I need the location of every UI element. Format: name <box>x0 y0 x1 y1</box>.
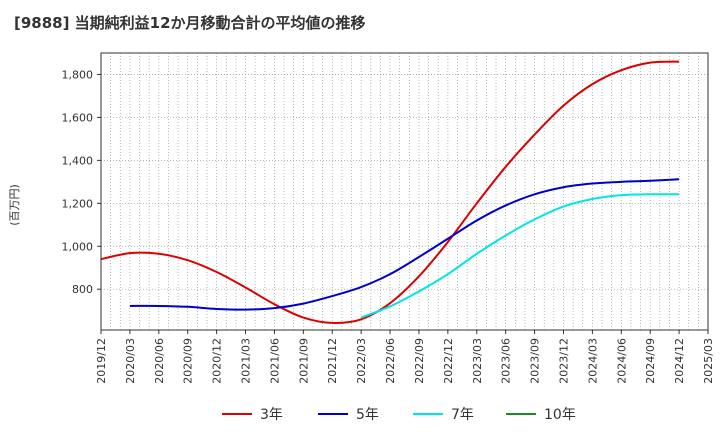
x-tick-label: 2021/03 <box>240 338 253 384</box>
series-line-5年 <box>129 178 680 311</box>
legend-label: 5年 <box>356 407 379 423</box>
grid <box>101 53 708 330</box>
series-line-7年 <box>360 193 680 319</box>
y-tick-label: 800 <box>72 283 93 296</box>
plot-frame <box>100 52 709 331</box>
legend: 3年 5年 7年 10年 <box>222 407 576 423</box>
x-tick-label: 2023/06 <box>500 338 513 384</box>
x-tick-label: 2020/06 <box>153 338 166 384</box>
x-tick-label: 2020/03 <box>124 338 137 384</box>
x-tick-label: 2023/09 <box>529 338 542 384</box>
x-tick-label: 2021/12 <box>326 338 339 384</box>
x-axis: 2019/12 2020/03 2020/06 2020/09 2020/12 2021/… <box>95 330 715 384</box>
y-axis: 800 1,000 1,200 1,400 1,600 1,800 <box>62 68 101 296</box>
y-tick-label: 1,000 <box>62 240 94 253</box>
x-tick-label: 2023/12 <box>557 338 570 384</box>
x-tick-label: 2024/09 <box>644 338 657 384</box>
series-line-3年 <box>100 60 680 324</box>
x-tick-label: 2024/03 <box>586 338 599 384</box>
legend-label: 7年 <box>451 407 474 423</box>
x-tick-label: 2021/06 <box>268 338 281 384</box>
legend-label: 3年 <box>260 407 283 423</box>
x-tick-label: 2024/12 <box>673 338 686 384</box>
x-tick-label: 2020/09 <box>182 338 195 384</box>
y-axis-label: (百万円) <box>8 184 21 226</box>
y-tick-label: 1,400 <box>62 154 94 167</box>
x-tick-label: 2019/12 <box>95 338 108 384</box>
y-tick-label: 1,600 <box>62 111 94 124</box>
x-tick-label: 2020/12 <box>211 338 224 384</box>
x-tick-label: 2021/09 <box>297 338 310 384</box>
x-tick-label: 2022/03 <box>355 338 368 384</box>
y-tick-label: 1,800 <box>62 68 94 81</box>
plot-area <box>101 53 708 330</box>
legend-label: 10年 <box>544 407 576 423</box>
x-tick-label: 2023/03 <box>471 338 484 384</box>
x-tick-label: 2022/09 <box>413 338 426 384</box>
x-tick-label: 2025/03 <box>702 338 715 384</box>
x-tick-label: 2024/06 <box>615 338 628 384</box>
x-tick-label: 2022/12 <box>442 338 455 384</box>
x-tick-label: 2022/06 <box>384 338 397 384</box>
chart-title: [9888] 当期純利益12か月移動合計の平均値の推移 <box>14 14 366 32</box>
series-layer <box>100 60 680 324</box>
y-tick-label: 1,200 <box>62 197 94 210</box>
